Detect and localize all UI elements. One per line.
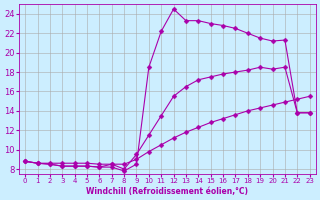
- X-axis label: Windchill (Refroidissement éolien,°C): Windchill (Refroidissement éolien,°C): [86, 187, 248, 196]
